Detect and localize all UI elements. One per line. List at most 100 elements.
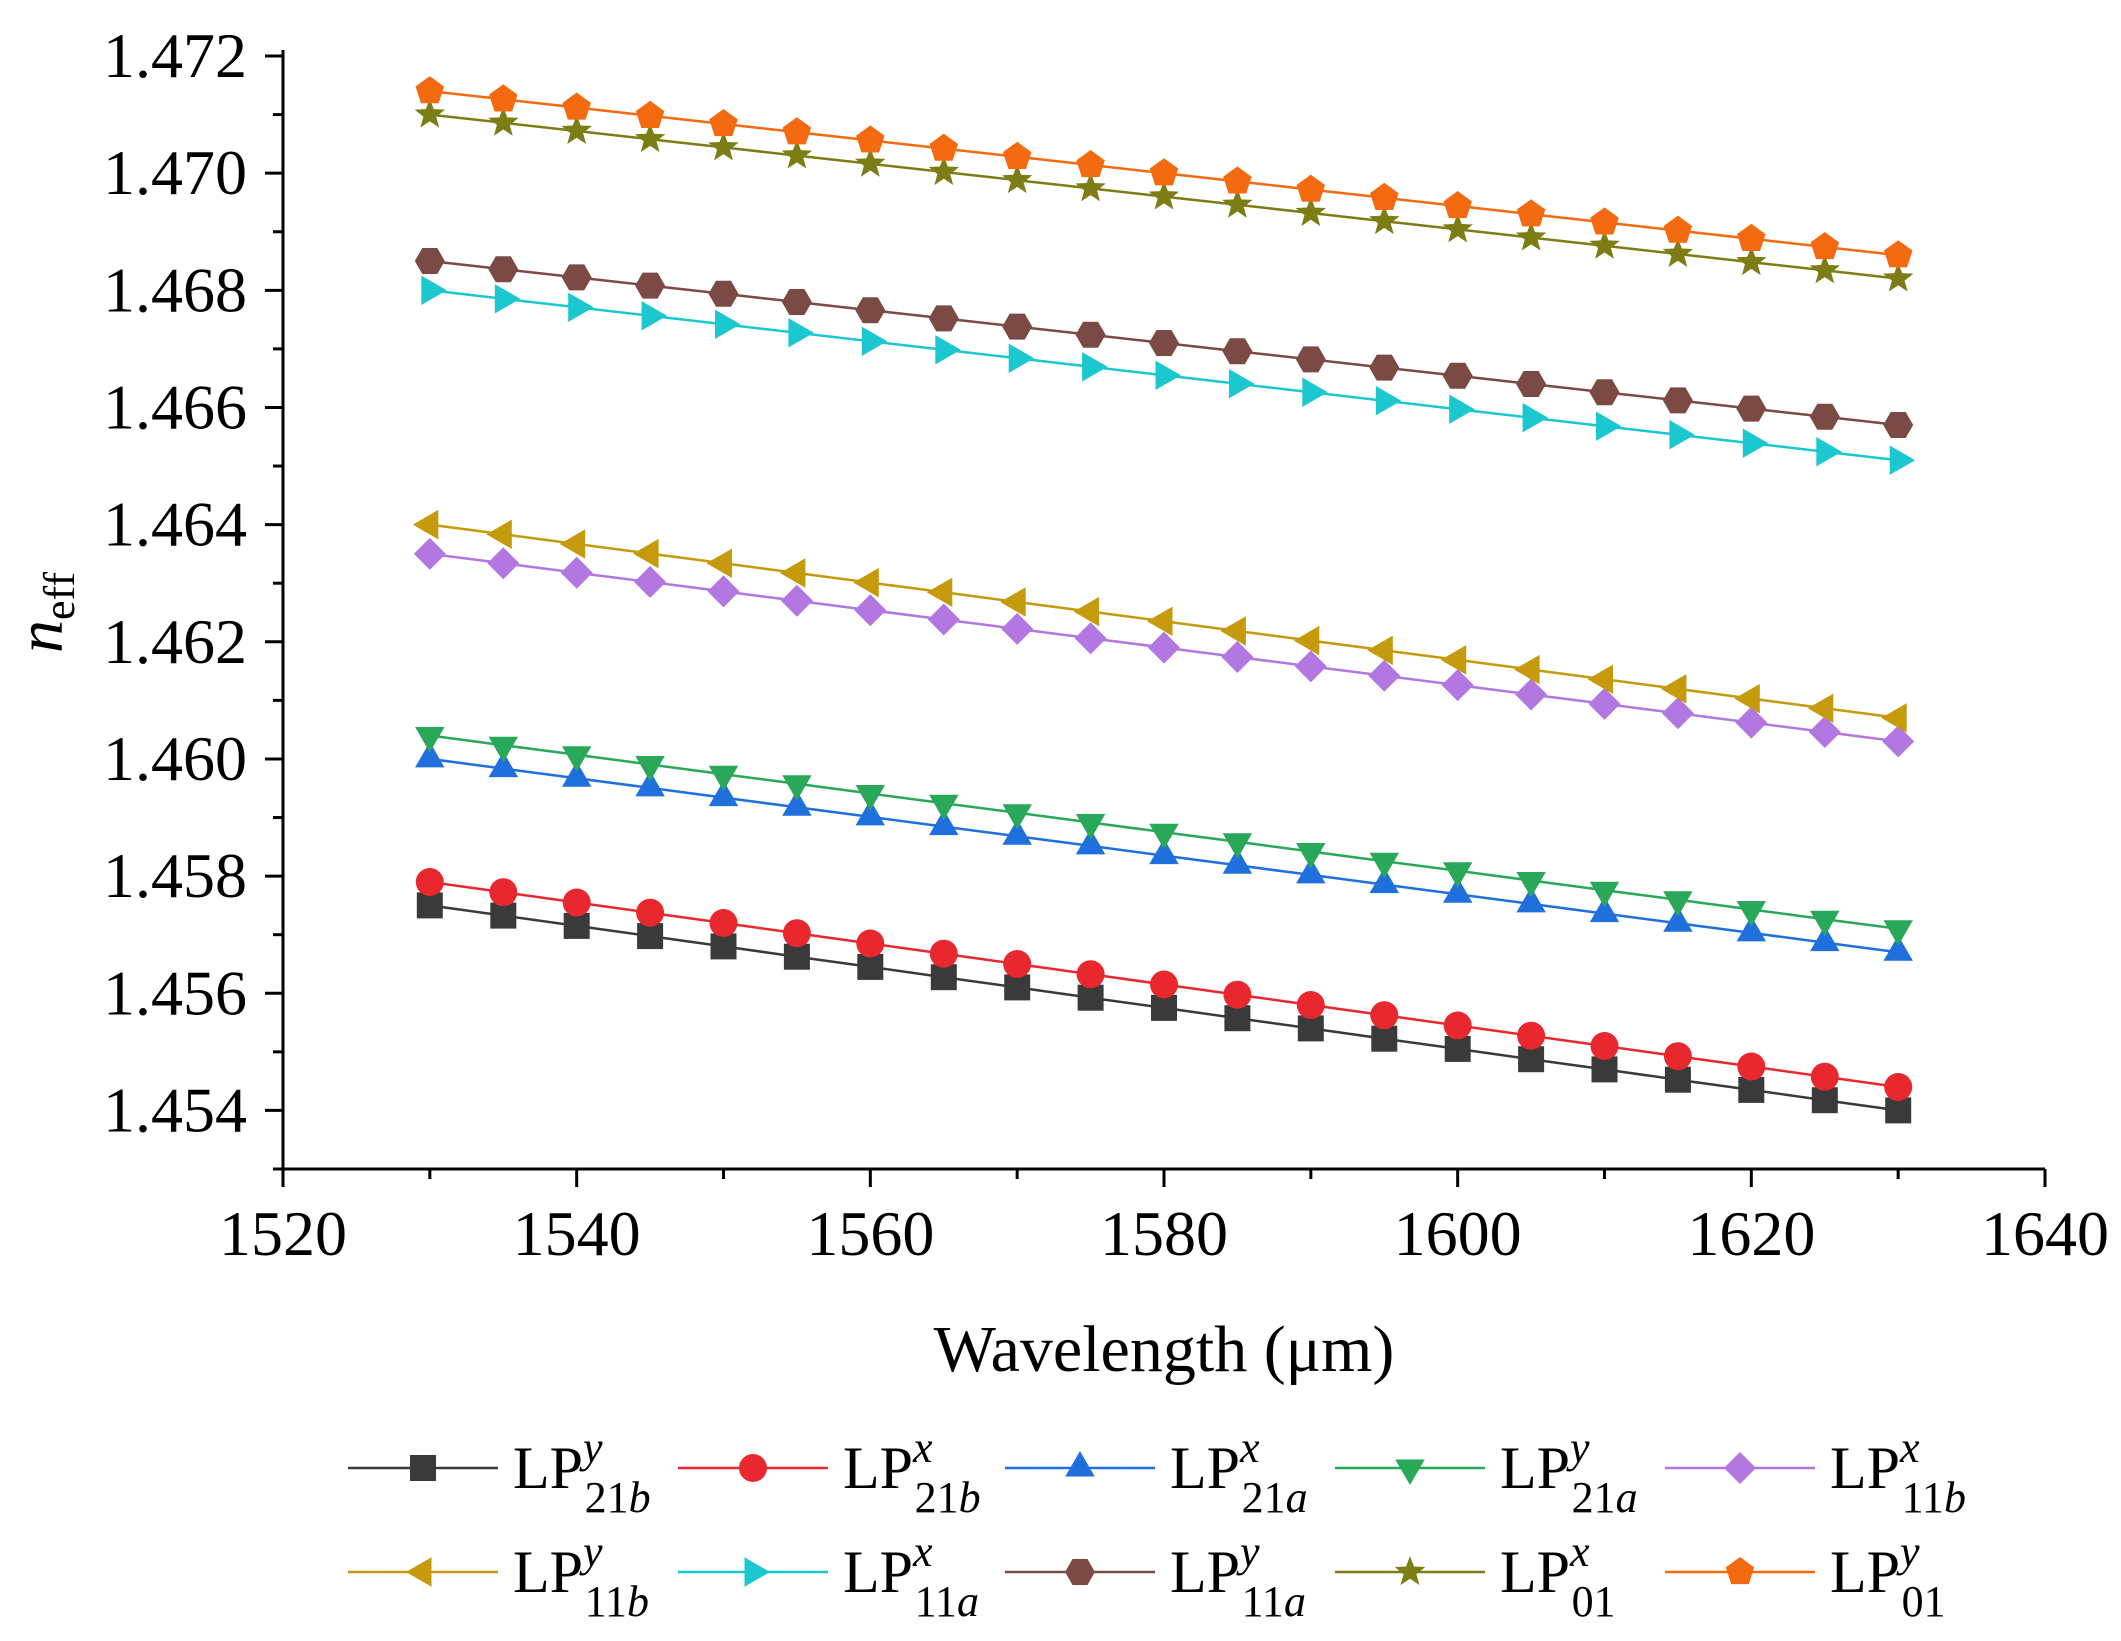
data-point bbox=[782, 790, 812, 816]
data-point bbox=[414, 248, 445, 274]
data-point bbox=[1515, 221, 1547, 251]
data-point bbox=[414, 98, 446, 128]
data-point bbox=[1810, 925, 1840, 952]
plot-area bbox=[412, 76, 1916, 1124]
data-point bbox=[1147, 606, 1173, 637]
series-LPy21b bbox=[416, 892, 1912, 1124]
data-point bbox=[415, 76, 445, 104]
legend-marker bbox=[1395, 1459, 1425, 1485]
y-tick-label: 1.462 bbox=[103, 606, 247, 677]
data-point bbox=[1002, 804, 1032, 830]
data-point bbox=[1148, 180, 1180, 210]
y-tick-label: 1.468 bbox=[103, 254, 247, 325]
data-point bbox=[1663, 1042, 1692, 1071]
data-point bbox=[415, 868, 444, 896]
data-point bbox=[1449, 394, 1475, 424]
data-point bbox=[853, 567, 879, 598]
data-point bbox=[1228, 368, 1255, 399]
y-tick-label: 1.464 bbox=[103, 489, 247, 560]
data-point bbox=[929, 939, 958, 968]
legend-marker bbox=[1725, 1557, 1755, 1585]
data-point bbox=[561, 115, 592, 144]
legend-label: LPx 11a bbox=[843, 1527, 979, 1626]
data-point bbox=[1809, 254, 1841, 284]
series-LPx21a bbox=[415, 741, 1913, 961]
data-point bbox=[1296, 843, 1326, 869]
data-point bbox=[1370, 1001, 1399, 1030]
data-point bbox=[1441, 669, 1474, 702]
data-point bbox=[1076, 960, 1105, 989]
data-point bbox=[1076, 150, 1105, 178]
series-LPy21a bbox=[415, 727, 1913, 946]
data-point bbox=[861, 326, 888, 357]
data-point bbox=[1590, 1032, 1619, 1060]
data-point bbox=[1807, 693, 1834, 724]
data-point bbox=[562, 92, 591, 120]
data-point bbox=[1443, 191, 1472, 219]
legend-item: LPx 21b bbox=[678, 1423, 981, 1522]
data-point bbox=[1369, 852, 1400, 879]
data-point bbox=[1296, 857, 1326, 884]
data-point bbox=[1737, 223, 1766, 251]
data-point bbox=[1002, 141, 1032, 169]
data-point bbox=[1073, 596, 1100, 627]
data-point bbox=[855, 785, 886, 811]
data-point bbox=[1882, 725, 1915, 758]
data-point bbox=[1881, 703, 1907, 733]
data-point bbox=[488, 751, 519, 778]
data-point bbox=[1221, 641, 1254, 673]
legend-label: LPx 01 bbox=[1500, 1527, 1616, 1626]
data-point bbox=[782, 919, 811, 948]
data-point bbox=[709, 109, 738, 137]
data-point bbox=[1883, 412, 1914, 438]
legend-marker bbox=[1065, 1559, 1095, 1585]
legend-marker bbox=[1394, 1556, 1426, 1585]
data-point bbox=[1516, 199, 1546, 227]
data-point bbox=[1738, 1076, 1765, 1103]
y-axis-title-sub: eff bbox=[35, 572, 84, 620]
data-point bbox=[854, 594, 887, 627]
legend-marker bbox=[410, 1455, 436, 1481]
data-point bbox=[494, 284, 521, 314]
data-point bbox=[1075, 321, 1106, 348]
data-point bbox=[1077, 984, 1104, 1011]
y-tick-label: 1.460 bbox=[103, 723, 247, 794]
data-point bbox=[1222, 833, 1253, 859]
data-point bbox=[1882, 262, 1914, 292]
data-point bbox=[1371, 1025, 1398, 1052]
x-tick-label: 1620 bbox=[1687, 1198, 1815, 1269]
data-point bbox=[788, 318, 814, 348]
y-tick-label: 1.472 bbox=[103, 20, 247, 91]
data-point bbox=[487, 547, 520, 580]
data-point bbox=[1587, 664, 1613, 695]
data-point bbox=[715, 309, 741, 340]
data-point bbox=[1003, 950, 1032, 978]
y-tick-label: 1.458 bbox=[103, 840, 247, 911]
series-LPx01 bbox=[414, 98, 1914, 292]
data-point bbox=[1736, 246, 1767, 276]
data-point bbox=[561, 264, 592, 291]
data-point bbox=[1149, 823, 1179, 850]
data-point bbox=[926, 577, 953, 608]
data-point bbox=[568, 292, 594, 323]
data-point bbox=[1883, 240, 1913, 268]
data-point bbox=[1663, 215, 1693, 243]
legend-item: LPx 11b bbox=[1665, 1423, 1966, 1522]
data-point bbox=[929, 809, 959, 836]
y-tick-label: 1.456 bbox=[103, 957, 247, 1028]
data-point bbox=[1516, 886, 1546, 913]
legend-label: LPy 21a bbox=[1500, 1423, 1638, 1522]
legend-item: LPy 21a bbox=[1335, 1423, 1638, 1522]
data-point bbox=[1294, 650, 1327, 683]
legend-item: LPy 11a bbox=[1005, 1527, 1306, 1626]
data-point bbox=[1444, 1035, 1471, 1062]
data-point bbox=[412, 509, 439, 540]
legend-marker bbox=[1065, 1451, 1095, 1477]
x-tick-label: 1540 bbox=[513, 1198, 641, 1269]
data-point bbox=[929, 133, 959, 161]
data-point bbox=[1663, 891, 1693, 917]
legend-marker bbox=[1724, 1452, 1756, 1484]
data-point bbox=[1297, 1015, 1324, 1042]
data-point bbox=[1734, 683, 1760, 714]
data-point bbox=[1222, 338, 1253, 365]
